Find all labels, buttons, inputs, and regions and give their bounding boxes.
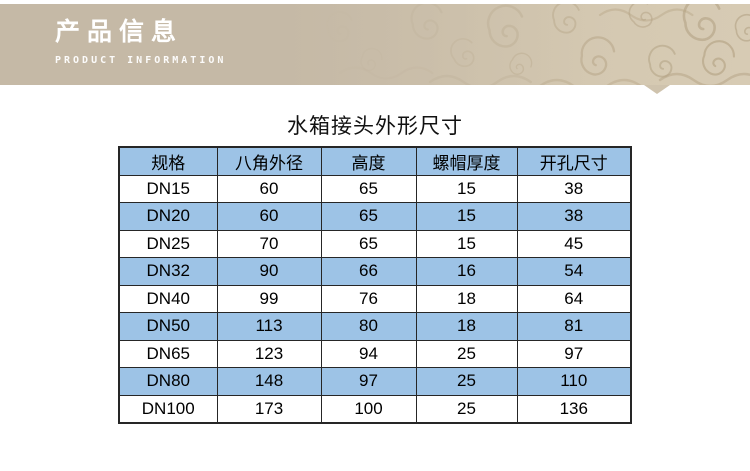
table-cell: 15 (415, 202, 518, 231)
table-cell: DN32 (118, 257, 218, 286)
table-cell: 66 (320, 257, 417, 286)
table-cell: DN65 (118, 339, 218, 368)
table-cell: 110 (516, 367, 632, 396)
table-cell: 65 (320, 174, 417, 203)
table-cell: 25 (415, 394, 518, 424)
table-cell: 80 (320, 312, 417, 341)
table-row: DN80 148 97 25 110 (118, 367, 632, 396)
table-row: DN40 99 76 18 64 (118, 284, 632, 313)
table-cell: 100 (320, 394, 417, 424)
table-row: DN25 70 65 15 45 (118, 229, 632, 258)
product-info-banner: 产品信息 PRODUCT INFORMATION (0, 4, 750, 85)
table-cell: 15 (415, 229, 518, 258)
table-row: DN32 90 66 16 54 (118, 257, 632, 286)
banner-title: 产品信息 (55, 18, 184, 46)
table-cell: DN100 (118, 394, 218, 424)
table-cell: DN80 (118, 367, 218, 396)
banner-gradient-overlay (0, 4, 750, 85)
table-cell: 15 (415, 174, 518, 203)
table-cell: 136 (516, 394, 632, 424)
table-cell: 25 (415, 367, 518, 396)
table-cell: 76 (320, 284, 417, 313)
table-cell: 148 (216, 367, 322, 396)
table-cell: 113 (216, 312, 322, 341)
header-hole-size: 开孔尺寸 (516, 146, 632, 176)
table-row: DN15 60 65 15 38 (118, 174, 632, 203)
table-title: 水箱接头外形尺寸 (287, 115, 463, 138)
table-header-row: 规格 八角外径 高度 螺帽厚度 开孔尺寸 (118, 146, 632, 176)
table-cell: 45 (516, 229, 632, 258)
table-cell: 25 (415, 339, 518, 368)
banner-notch-triangle (644, 85, 670, 94)
dimensions-table: 规格 八角外径 高度 螺帽厚度 开孔尺寸 DN15 60 65 15 38 DN20 60 6… (118, 146, 632, 424)
table-cell: DN50 (118, 312, 218, 341)
table-row: DN100 173 100 25 136 (118, 394, 632, 424)
table-cell: 54 (516, 257, 632, 286)
header-spec: 规格 (118, 146, 218, 176)
table-row: DN65 123 94 25 97 (118, 339, 632, 368)
table-body: DN15 60 65 15 38 DN20 60 65 15 38 DN25 70 65 15 45 DN32… (118, 174, 632, 424)
table-cell: 65 (320, 202, 417, 231)
table-cell: 81 (516, 312, 632, 341)
table-cell: 123 (216, 339, 322, 368)
table-cell: 94 (320, 339, 417, 368)
table-cell: 60 (216, 202, 322, 231)
table-row: DN20 60 65 15 38 (118, 202, 632, 231)
table-row: DN50 113 80 18 81 (118, 312, 632, 341)
header-nut-thickness: 螺帽厚度 (415, 146, 518, 176)
table-cell: 16 (415, 257, 518, 286)
banner-subtitle: PRODUCT INFORMATION (55, 54, 227, 66)
table-cell: 18 (415, 312, 518, 341)
table-cell: 65 (320, 229, 417, 258)
header-height: 高度 (320, 146, 417, 176)
table-cell: 99 (216, 284, 322, 313)
table-cell: 97 (320, 367, 417, 396)
table-cell: 97 (516, 339, 632, 368)
header-octagon-od: 八角外径 (216, 146, 322, 176)
table-cell: DN15 (118, 174, 218, 203)
table-cell: 60 (216, 174, 322, 203)
table-cell: 38 (516, 174, 632, 203)
table-cell: 70 (216, 229, 322, 258)
table-cell: 90 (216, 257, 322, 286)
table-cell: DN20 (118, 202, 218, 231)
table-cell: 18 (415, 284, 518, 313)
table-cell: 64 (516, 284, 632, 313)
table-cell: 173 (216, 394, 322, 424)
table-cell: 38 (516, 202, 632, 231)
table-cell: DN40 (118, 284, 218, 313)
table-cell: DN25 (118, 229, 218, 258)
